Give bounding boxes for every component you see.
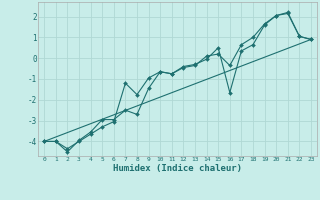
X-axis label: Humidex (Indice chaleur): Humidex (Indice chaleur) — [113, 164, 242, 173]
